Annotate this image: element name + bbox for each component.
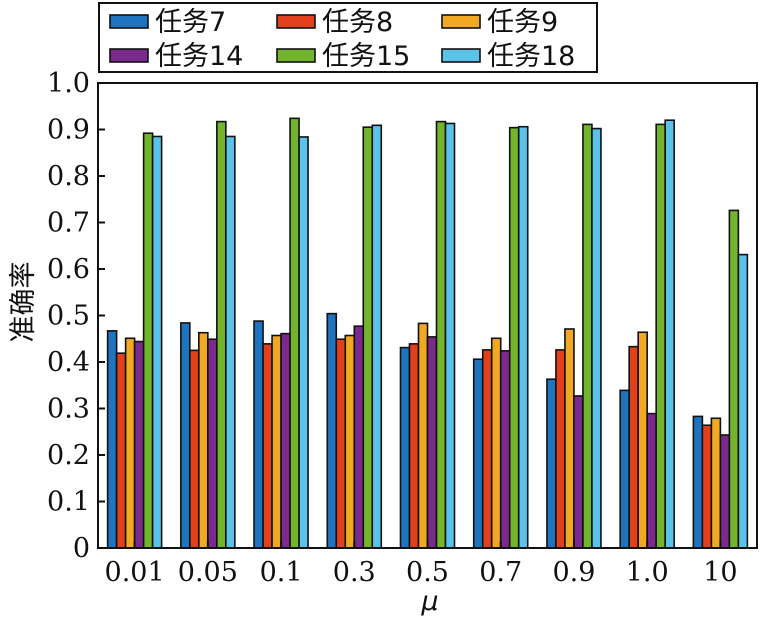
plot-frame — [97, 82, 758, 549]
y-tick-label: 0.1 — [47, 487, 90, 518]
bar — [646, 412, 657, 549]
legend-label: 任务18 — [487, 41, 575, 72]
y-tick-label: 0.9 — [47, 115, 90, 146]
bar — [555, 349, 566, 549]
bar — [262, 343, 273, 549]
x-tick-label: 0.9 — [552, 557, 595, 588]
bar — [399, 346, 411, 549]
bar — [180, 322, 191, 549]
bar — [728, 209, 740, 549]
bar — [289, 117, 300, 549]
bar — [189, 349, 200, 549]
y-tick-label: 0.2 — [47, 440, 90, 471]
y-axis-title: 准确率 — [8, 262, 39, 343]
y-tick-label: 0.6 — [47, 254, 90, 285]
bar — [444, 122, 456, 549]
bar — [408, 343, 420, 549]
y-tick-label: 0.7 — [47, 208, 90, 239]
x-tick-label: 0.05 — [178, 557, 238, 588]
bar — [582, 123, 593, 549]
bar — [692, 415, 704, 549]
bar — [115, 352, 127, 549]
bar — [426, 336, 438, 549]
bar — [326, 312, 338, 549]
bar — [335, 338, 347, 549]
bar — [701, 424, 713, 549]
bar — [517, 125, 529, 549]
x-tick-label: 0.3 — [333, 557, 376, 588]
bar — [216, 120, 227, 549]
legend-box — [98, 2, 598, 73]
y-tick-label: 0.5 — [47, 301, 90, 332]
x-tick-label: 1.0 — [626, 557, 669, 588]
bar — [362, 126, 374, 549]
bar — [106, 330, 118, 549]
bar — [499, 350, 511, 549]
bar — [280, 332, 291, 549]
x-tick-label: 10 — [703, 557, 737, 588]
bar — [628, 345, 639, 549]
bar — [142, 132, 154, 549]
y-tick-label: 0.4 — [47, 347, 90, 378]
legend-label: 任务9 — [487, 7, 558, 38]
bar — [490, 337, 502, 549]
x-tick-label: 0.1 — [260, 557, 303, 588]
bar — [508, 126, 520, 549]
legend-swatch — [109, 48, 149, 63]
legend-swatch — [109, 14, 149, 29]
bar — [664, 119, 675, 549]
bar — [481, 349, 493, 549]
bar — [353, 325, 365, 549]
bar — [298, 136, 309, 549]
x-tick-label: 0.01 — [105, 557, 165, 588]
y-tick-label: 0 — [73, 533, 90, 564]
legend-swatch — [276, 14, 316, 29]
legend-label: 任务15 — [322, 41, 410, 72]
y-axis: 0 0.1 0.2 0.3 0.4 0.5 0.6 0.7 0.8 0.9 1.0 — [47, 68, 105, 564]
x-tick-label: 0.7 — [479, 557, 522, 588]
legend-label: 任务8 — [322, 7, 393, 38]
bar — [133, 340, 145, 549]
bar — [371, 124, 383, 549]
bar — [737, 253, 749, 549]
legend-swatch — [276, 48, 316, 63]
bar — [225, 135, 236, 549]
bar — [271, 334, 282, 549]
legend-swatch — [441, 14, 481, 29]
y-tick-label: 0.8 — [47, 161, 90, 192]
legend-swatch — [441, 48, 481, 63]
legend: 任务7 任务8 任务9 任务14 任务15 任务18 — [98, 2, 598, 73]
bars-layer — [106, 117, 749, 549]
bar — [417, 322, 429, 549]
legend-label: 任务7 — [155, 7, 226, 38]
bar — [124, 337, 136, 549]
bar — [546, 378, 557, 549]
bar — [472, 358, 484, 549]
bar — [719, 434, 731, 549]
bar — [198, 331, 209, 549]
legend-label: 任务14 — [155, 41, 243, 72]
bar — [591, 127, 602, 549]
x-axis-title: μ — [420, 586, 438, 617]
bar — [207, 338, 218, 549]
y-axis-title-group: 准确率 — [8, 262, 39, 343]
y-tick-label: 1.0 — [47, 68, 90, 99]
bar — [573, 395, 584, 549]
bar — [710, 417, 722, 549]
bar — [151, 135, 163, 549]
bar — [253, 320, 264, 549]
bar — [619, 389, 630, 549]
bar — [344, 334, 356, 549]
y-tick-label: 0.3 — [47, 394, 90, 425]
bar — [435, 120, 447, 549]
bar — [637, 331, 648, 549]
bar — [564, 328, 575, 549]
x-axis: 0.01 0.05 0.1 0.3 0.5 0.7 0.9 1.0 10 — [105, 541, 738, 588]
bar — [655, 123, 666, 549]
x-tick-label: 0.5 — [406, 557, 449, 588]
